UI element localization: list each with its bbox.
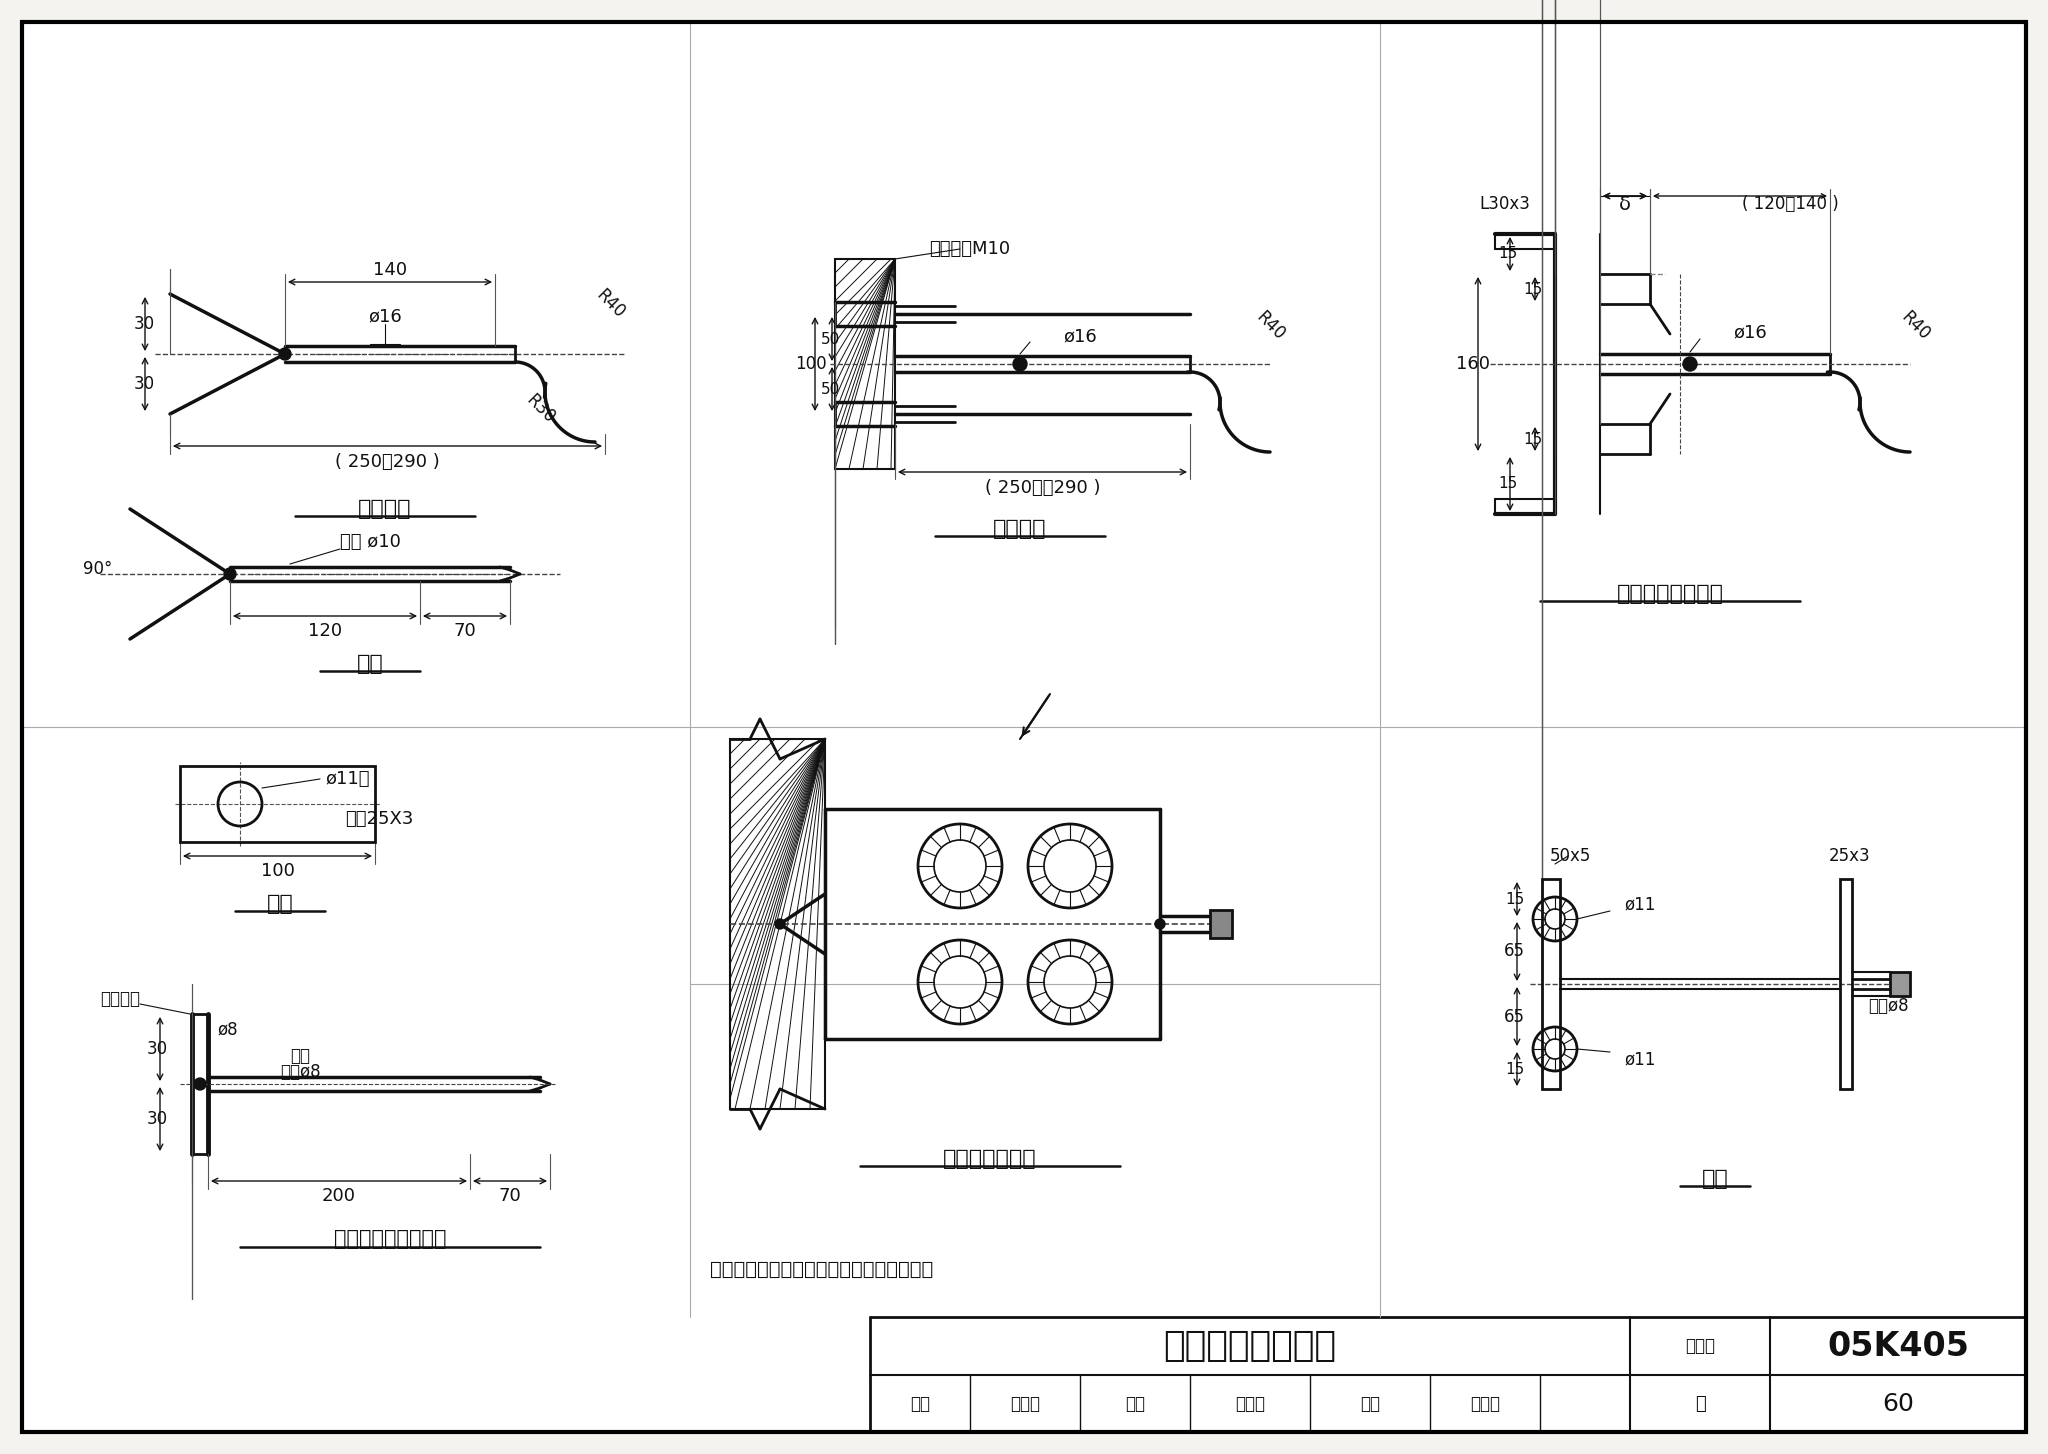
Bar [180, 766, 375, 842]
Text: 70: 70 [453, 622, 477, 640]
Bar [1890, 973, 1911, 996]
Text: L30x3: L30x3 [1479, 195, 1530, 212]
Text: R40: R40 [592, 286, 629, 321]
Bar [729, 739, 825, 1109]
Text: R40: R40 [1896, 308, 1933, 345]
Text: ø16: ø16 [1733, 323, 1767, 342]
Text: 30: 30 [133, 316, 156, 333]
Text: 60: 60 [1882, 1391, 1915, 1416]
Text: 15: 15 [1524, 282, 1542, 297]
Text: R40: R40 [1251, 308, 1288, 345]
Text: 圆锂 ø10: 圆锂 ø10 [340, 534, 401, 551]
Text: 圆锂托沟: 圆锂托沟 [358, 499, 412, 519]
Text: 30: 30 [133, 375, 156, 393]
Text: 100: 100 [795, 355, 827, 374]
Text: ø11: ø11 [1624, 896, 1655, 913]
Bar [1839, 880, 1851, 1089]
Text: ø16: ø16 [1063, 327, 1098, 345]
Text: 15: 15 [1499, 477, 1518, 491]
Text: 设计: 设计 [1360, 1394, 1380, 1413]
Text: ø11孔: ø11孔 [326, 771, 369, 788]
Text: 劳逸民: 劳逸民 [1235, 1394, 1266, 1413]
Bar [836, 259, 895, 470]
Text: 100: 100 [260, 862, 295, 880]
Text: ø8: ø8 [217, 1021, 238, 1038]
Text: 120: 120 [307, 622, 342, 640]
Text: 50x5: 50x5 [1550, 848, 1591, 865]
Text: 15: 15 [1505, 1061, 1526, 1076]
Text: 200: 200 [322, 1186, 356, 1205]
Text: ( 250～290 ): ( 250～290 ) [336, 454, 440, 471]
Circle shape [223, 569, 236, 580]
Text: 90°: 90° [82, 560, 113, 579]
Text: 托沟（复合墙用）: 托沟（复合墙用） [1616, 585, 1724, 603]
Circle shape [1155, 919, 1165, 929]
Text: 夹板: 夹板 [266, 894, 293, 915]
Text: 孙淦萍: 孙淦萍 [1010, 1394, 1040, 1413]
Text: 圆锂ø8: 圆锂ø8 [281, 1063, 319, 1080]
Text: 140: 140 [373, 262, 408, 279]
Text: ø11: ø11 [1624, 1050, 1655, 1069]
Text: 胡建丽: 胡建丽 [1470, 1394, 1499, 1413]
Bar [1542, 880, 1561, 1089]
Text: ø16: ø16 [369, 307, 401, 326]
Text: 30: 30 [147, 1040, 168, 1059]
Bar [1210, 910, 1233, 938]
Text: 锄固圆锂: 锄固圆锂 [100, 990, 139, 1008]
Text: 拉杆与锁固圆锂组件: 拉杆与锁固圆锂组件 [334, 1229, 446, 1249]
Text: 拉杆: 拉杆 [291, 1047, 309, 1064]
Text: 30: 30 [147, 1109, 168, 1128]
Text: 圆锂托沟: 圆锂托沟 [993, 519, 1047, 539]
Text: 160: 160 [1456, 355, 1491, 374]
Text: 页: 页 [1694, 1394, 1706, 1413]
Text: 图集号: 图集号 [1686, 1338, 1714, 1355]
Text: 65: 65 [1503, 942, 1526, 961]
Text: 卡子: 卡子 [1702, 1169, 1729, 1189]
Text: 15: 15 [1499, 247, 1518, 262]
Text: 50: 50 [821, 332, 840, 346]
Text: 铸铁散热器支托架: 铸铁散热器支托架 [1163, 1329, 1337, 1362]
Text: 50: 50 [821, 381, 840, 397]
Text: 15: 15 [1524, 432, 1542, 446]
Text: ( 120～140 ): ( 120～140 ) [1741, 195, 1839, 212]
Text: 校对: 校对 [1124, 1394, 1145, 1413]
Circle shape [1014, 358, 1026, 371]
Text: R30: R30 [522, 391, 557, 427]
Circle shape [774, 919, 784, 929]
Text: 胀锄螺栌M10: 胀锄螺栌M10 [930, 240, 1010, 257]
Text: 扁锂25X3: 扁锂25X3 [344, 810, 414, 827]
Text: 拉杆组件的安装: 拉杆组件的安装 [944, 1149, 1036, 1169]
Text: 65: 65 [1503, 1008, 1526, 1025]
Text: 拉杆: 拉杆 [356, 654, 383, 675]
Text: 15: 15 [1505, 891, 1526, 906]
Text: 25x3: 25x3 [1829, 848, 1870, 865]
Text: 70: 70 [498, 1186, 522, 1205]
Text: 拉杆ø8: 拉杆ø8 [1868, 997, 1909, 1015]
Text: 05K405: 05K405 [1827, 1329, 1968, 1362]
Text: 说明：括号内数字根据所选的散热器确定。: 说明：括号内数字根据所选的散热器确定。 [711, 1259, 934, 1278]
Circle shape [279, 348, 291, 361]
Text: δ: δ [1620, 195, 1630, 214]
Text: 审核: 审核 [909, 1394, 930, 1413]
Text: ( 250～～290 ): ( 250～～290 ) [985, 478, 1100, 497]
Circle shape [195, 1077, 207, 1090]
Circle shape [1683, 358, 1698, 371]
